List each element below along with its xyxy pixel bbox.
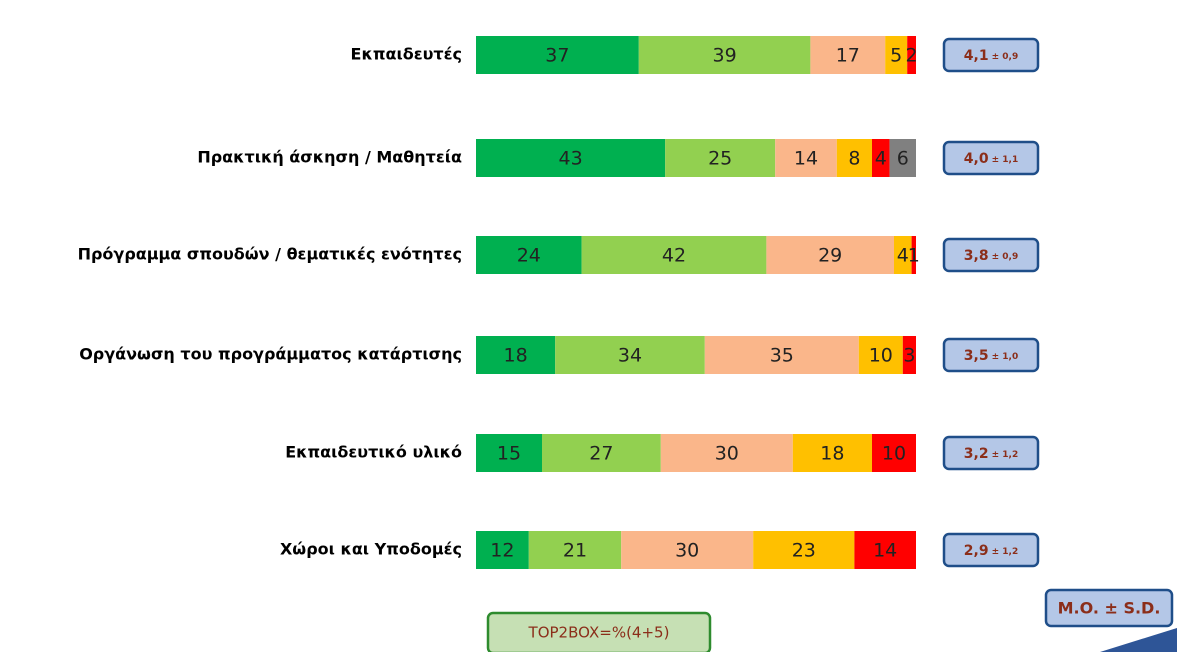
bar-segment [894,236,912,274]
bar-segment [476,336,556,374]
bar-segment [660,434,793,472]
stats-sd: ± 0,9 [992,52,1019,62]
stats-text: 3,2 ± 1,2 [964,446,1018,462]
stats-sd: ± 1,0 [992,352,1019,362]
stats-sd: ± 1,2 [992,450,1019,460]
data-label: 10 [882,443,906,465]
bar-segment [704,336,859,374]
data-label: 4 [897,245,909,267]
top2box-note: TOP2BOX=%(4+5) [528,624,670,642]
stats-legend: M.O. ± S.D. [1058,599,1161,618]
bar-segment [476,139,666,177]
bar-segment [638,36,811,74]
bar-segment [872,434,916,472]
data-label: 4 [875,148,887,170]
stats-legend-box [1044,588,1174,628]
bar-segment [885,36,908,74]
data-label: 27 [589,443,613,465]
data-label: 10 [869,345,893,367]
bar-segment [792,434,872,472]
category-label: Εκπαιδευτές [351,45,462,64]
stats-box [942,237,1040,273]
category-label: Οργάνωση του προγράμματος κατάρτισης [79,345,462,364]
bar-segment [542,434,661,472]
stats-box [942,337,1040,373]
data-label: 25 [708,148,732,170]
data-label: 23 [792,540,816,562]
stats-box [942,140,1040,176]
bar-segment [528,531,622,569]
stats-mean: 4,0 [964,151,989,167]
stats-mean: 4,1 [964,48,989,64]
data-label: 12 [490,540,514,562]
stats-mean: 3,5 [964,348,989,364]
data-label: 39 [713,45,737,67]
data-label: 30 [675,540,699,562]
bar-segment [753,531,855,569]
data-label: 29 [818,245,842,267]
bar-segment [476,434,542,472]
stats-text: 4,1 ± 0,9 [964,48,1018,64]
bar-segment [766,236,894,274]
data-label: 5 [890,45,902,67]
category-label: Πρακτική άσκηση / Μαθητεία [197,148,462,167]
bar-segment [810,36,886,74]
data-label: 14 [873,540,897,562]
stats-box [942,37,1040,73]
data-label: 2 [906,45,918,67]
data-label: 24 [517,245,541,267]
stats-box [942,435,1040,471]
stats-mean: 3,8 [964,248,989,264]
stats-mean: 3,2 [964,446,989,462]
category-label: Πρόγραμμα σπουδών / θεματικές ενότητες [78,245,462,264]
bar-segment [581,236,767,274]
data-label: 3 [903,345,915,367]
bar-segment [555,336,705,374]
stats-sd: ± 1,1 [992,155,1019,165]
bar-segment [476,36,639,74]
data-label: 42 [662,245,686,267]
bar-segment [872,139,890,177]
data-label: 18 [820,443,844,465]
stats-mean: 2,9 [964,543,989,559]
data-label: 30 [715,443,739,465]
data-label: 35 [770,345,794,367]
bar-segment [476,236,582,274]
bar-segment [621,531,754,569]
decor-triangle [1100,628,1177,652]
top2box-box [486,611,712,652]
data-label: 34 [618,345,642,367]
data-label: 17 [836,45,860,67]
bar-segment [902,336,916,374]
bar-segment [854,531,916,569]
bar-segment [665,139,776,177]
category-label: Χώροι και Υποδομές [280,540,462,559]
bar-segment [889,139,916,177]
stats-text: 2,9 ± 1,2 [964,543,1018,559]
data-label: 37 [545,45,569,67]
data-label: 15 [497,443,521,465]
data-label: 8 [848,148,860,170]
data-label: 21 [563,540,587,562]
data-label: 1 [908,245,920,267]
stats-text: 4,0 ± 1,1 [964,151,1018,167]
stats-text: 3,5 ± 1,0 [964,348,1018,364]
bar-segment [907,36,916,74]
data-label: 6 [897,148,909,170]
bar-segment [911,236,916,274]
data-label: 18 [504,345,528,367]
stats-sd: ± 0,9 [992,252,1019,262]
stats-sd: ± 1,2 [992,547,1019,557]
bar-segment [836,139,872,177]
bar-segment [858,336,903,374]
stats-box [942,532,1040,568]
data-label: 14 [794,148,818,170]
stats-text: 3,8 ± 0,9 [964,248,1018,264]
category-label: Εκπαιδευτικό υλικό [285,443,462,462]
bar-segment [476,531,529,569]
data-label: 43 [559,148,583,170]
bar-segment [775,139,837,177]
